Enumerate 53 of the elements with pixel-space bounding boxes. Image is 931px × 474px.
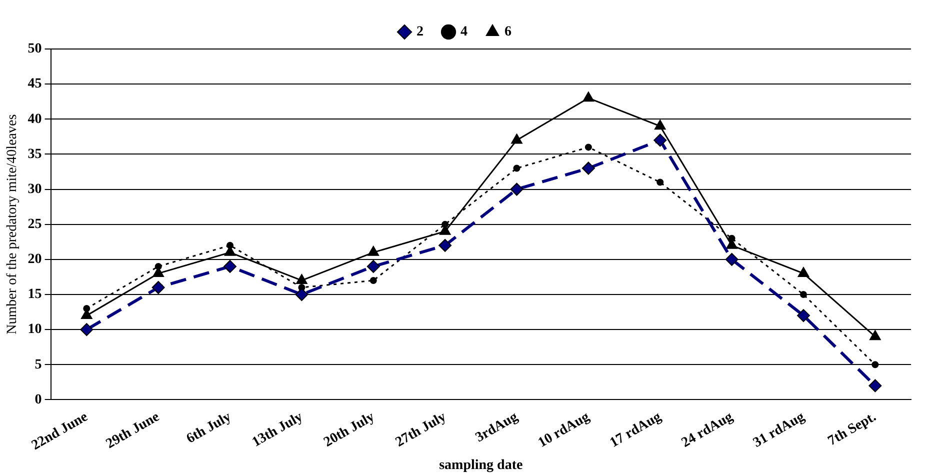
y-tick-label: 30: [28, 182, 42, 197]
point: [154, 262, 162, 270]
x-tick-label: 7th Sept.: [826, 410, 879, 450]
point: [438, 238, 452, 252]
point: [370, 276, 377, 284]
point: [656, 178, 664, 186]
point: [868, 379, 882, 392]
x-tick-label: 29th June: [104, 410, 162, 452]
y-tick-label: 5: [34, 357, 42, 372]
y-axis-title: Number of the predatory mite/40leaves: [5, 114, 20, 334]
point: [654, 120, 666, 130]
point: [582, 162, 595, 175]
legend-label: 2: [416, 24, 424, 40]
y-tick-label: 15: [28, 287, 42, 302]
point: [728, 234, 736, 242]
x-tick-label: 13th July: [250, 410, 306, 450]
x-tick-label: 6th July: [184, 410, 234, 447]
point: [796, 309, 810, 322]
point: [582, 92, 594, 102]
y-tick-label: 0: [34, 392, 42, 408]
y-tick-label: 50: [28, 42, 42, 57]
y-tick-label: 25: [28, 216, 42, 232]
point: [584, 144, 592, 151]
point: [152, 280, 165, 294]
point: [83, 305, 90, 312]
point: [224, 260, 237, 273]
point: [510, 182, 524, 196]
x-axis-title: sampling date: [439, 458, 523, 474]
point: [798, 266, 810, 277]
point: [725, 252, 738, 266]
y-tick-label: 10: [28, 322, 42, 338]
point: [296, 274, 308, 284]
point: [366, 260, 380, 273]
point: [869, 330, 881, 340]
point: [654, 134, 667, 147]
x-tick-label: 27th July: [393, 410, 449, 450]
legend-label: 6: [504, 24, 512, 40]
point: [800, 291, 807, 298]
x-tick-label: 22nd June: [29, 410, 90, 454]
point: [226, 242, 234, 249]
y-tick-label: 45: [28, 76, 42, 92]
y-tick-label: 40: [28, 112, 42, 127]
point: [368, 246, 380, 256]
y-tick-label: 35: [28, 146, 42, 162]
point: [295, 288, 308, 302]
y-tick-label: 20: [28, 252, 42, 268]
point: [872, 361, 879, 368]
point: [80, 323, 94, 336]
x-tick-label: 20th July: [322, 410, 378, 450]
legend-label: 4: [460, 24, 468, 40]
point: [513, 164, 520, 172]
point: [511, 134, 522, 144]
point: [442, 220, 449, 228]
